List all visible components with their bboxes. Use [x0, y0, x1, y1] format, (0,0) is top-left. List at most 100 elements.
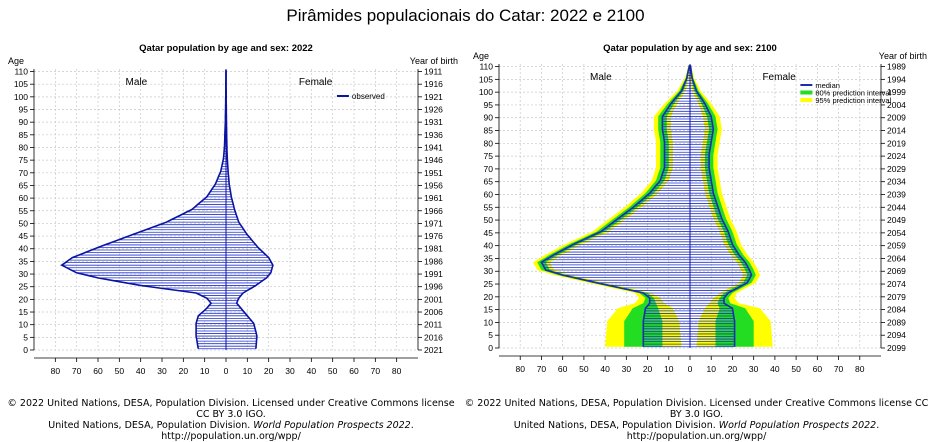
p2100-x-tick-label: 20 — [728, 364, 738, 374]
p2100-age-tick-label: 30 — [484, 266, 494, 276]
p2100-birth-tick-label: 2069 — [887, 266, 906, 276]
credit-2022-line2-pre: United Nations, DESA, Population Divisio… — [48, 420, 254, 431]
p2100-age-tick-label: 25 — [484, 279, 494, 289]
p2022-age-tick-label: 50 — [19, 218, 29, 228]
p2100-x-tick-label: 40 — [770, 364, 780, 374]
p2022-birth-tick-label: 1946 — [424, 155, 443, 165]
p2022-birth-tick-label: 1981 — [424, 244, 443, 254]
credit-2022-line2: United Nations, DESA, Population Divisio… — [0, 420, 462, 442]
p2022-x-tick-label: 50 — [115, 366, 125, 376]
p2022-birth-tick-label: 2011 — [424, 320, 443, 330]
p2100-x-tick-label: 30 — [749, 364, 759, 374]
p2022-birth-tick-label: 2021 — [424, 345, 443, 355]
p2022-birth-tick-label: 1911 — [424, 67, 443, 77]
p2100-birth-axis-label: Year of birth — [879, 51, 927, 61]
p2022-birth-tick-label: 2006 — [424, 307, 443, 317]
p2022-age-tick-label: 70 — [19, 168, 29, 178]
p2022-age-tick-label: 20 — [19, 294, 29, 304]
p2022-x-tick-label: 40 — [307, 366, 317, 376]
credit-2100: © 2022 United Nations, DESA, Population … — [462, 398, 931, 442]
p2022-x-tick-label: 80 — [51, 366, 61, 376]
p2022-birth-tick-label: 1941 — [424, 142, 443, 152]
p2022-age-tick-label: 45 — [19, 231, 29, 241]
p2022-birth-tick-label: 2001 — [424, 294, 443, 304]
p2022-x-tick-label: 70 — [371, 366, 381, 376]
p2100-birth-tick-label: 2004 — [887, 100, 906, 110]
p2022-x-tick-label: 0 — [224, 366, 229, 376]
p2100-age-tick-label: 5 — [488, 330, 493, 340]
p2100-age-tick-label: 20 — [484, 292, 494, 302]
credit-2100-line1: © 2022 United Nations, DESA, Population … — [464, 398, 929, 420]
p2100-x-tick-label: 80 — [855, 364, 865, 374]
p2100-age-tick-label: 70 — [484, 164, 494, 174]
p2022-x-tick-label: 30 — [157, 366, 167, 376]
p2022-age-tick-label: 10 — [19, 320, 29, 330]
p2100-age-tick-label: 60 — [484, 189, 494, 199]
p2100-age-tick-label: 85 — [484, 126, 494, 136]
credit-2022: © 2022 United Nations, DESA, Population … — [0, 398, 462, 442]
p2022-birth-tick-label: 1976 — [424, 231, 443, 241]
p2100-x-tick-label: 20 — [643, 364, 653, 374]
p2022-x-tick-label: 10 — [243, 366, 253, 376]
p2100-birth-tick-label: 2024 — [887, 151, 906, 161]
p2100-x-tick-label: 0 — [688, 364, 693, 374]
p2100-x-tick-label: 80 — [515, 364, 525, 374]
p2100-chart-title: Qatar population by age and sex: 2100 — [603, 43, 777, 54]
p2100-age-tick-label: 65 — [484, 177, 494, 187]
p2100-age-tick-label: 105 — [479, 74, 493, 84]
p2022-birth-tick-label: 1926 — [424, 105, 443, 115]
p2100-birth-tick-label: 2074 — [887, 279, 906, 289]
p2022-birth-tick-label: 1921 — [424, 92, 443, 102]
p2100-age-axis-label: Age — [473, 51, 489, 61]
p2022-age-tick-label: 80 — [19, 142, 29, 152]
p2100-age-tick-label: 75 — [484, 151, 494, 161]
p2100-birth-tick-label: 2034 — [887, 177, 906, 187]
p2100-birth-tick-label: 2079 — [887, 292, 906, 302]
pyramid-2022-panel: Qatar population by age and sex: 2022 Age… — [0, 34, 462, 379]
p2022-age-tick-label: 0 — [23, 345, 28, 355]
credit-2100-line2-italic: World Population Prospects 2022 — [718, 420, 877, 431]
p2100-x-tick-label: 30 — [622, 364, 632, 374]
p2100-birth-tick-label: 1994 — [887, 74, 906, 84]
p2022-age-tick-label: 100 — [14, 92, 28, 102]
p2100-age-tick-label: 35 — [484, 253, 494, 263]
p2022-female-label: Female — [299, 77, 333, 88]
p2100-legend-label: 95% prediction interval — [815, 96, 891, 105]
p2022-age-tick-label: 110 — [14, 67, 28, 77]
p2100-male-label: Male — [590, 72, 612, 83]
p2100-birth-tick-label: 2089 — [887, 317, 906, 327]
p2022-x-tick-label: 60 — [349, 366, 359, 376]
p2022-x-tick-label: 10 — [200, 366, 210, 376]
p2022-x-tick-label: 50 — [328, 366, 338, 376]
p2022-age-tick-label: 105 — [14, 79, 28, 89]
pyramid-2100-chart: Qatar population by age and sex: 2100 Age… — [473, 43, 927, 374]
p2100-birth-tick-label: 1999 — [887, 87, 906, 97]
p2100-legend-label: 80% prediction interval — [815, 89, 891, 98]
p2100-age-tick-label: 90 — [484, 113, 494, 123]
p2022-birth-tick-label: 1931 — [424, 117, 443, 127]
p2022-x-tick-label: 40 — [136, 366, 146, 376]
p2022-legend-label: observed — [352, 92, 385, 101]
p2022-x-tick-label: 20 — [264, 366, 274, 376]
p2022-birth-tick-label: 1986 — [424, 256, 443, 266]
p2100-x-tick-label: 60 — [813, 364, 823, 374]
p2022-age-tick-label: 30 — [19, 269, 29, 279]
p2100-birth-tick-label: 2054 — [887, 228, 906, 238]
credit-2022-line2-italic: World Population Prospects 2022 — [253, 420, 411, 431]
p2100-x-tick-label: 40 — [600, 364, 610, 374]
p2022-age-tick-label: 40 — [19, 244, 29, 254]
p2100-birth-tick-label: 2084 — [887, 305, 906, 315]
p2022-age-tick-label: 15 — [19, 307, 29, 317]
p2022-age-tick-label: 60 — [19, 193, 29, 203]
p2022-birth-tick-label: 1966 — [424, 206, 443, 216]
credit-2100-line2: United Nations, DESA, Population Divisio… — [462, 420, 931, 442]
p2022-male-outline — [60, 70, 227, 349]
p2022-birth-tick-label: 1961 — [424, 193, 443, 203]
p2022-chart-title: Qatar population by age and sex: 2022 — [139, 43, 313, 54]
p2100-birth-tick-label: 1989 — [887, 62, 906, 72]
p2100-female-label: Female — [762, 72, 796, 83]
p2022-x-tick-label: 70 — [72, 366, 82, 376]
p2100-x-tick-label: 50 — [791, 364, 801, 374]
p2100-birth-tick-label: 2049 — [887, 215, 906, 225]
p2100-male-outline — [540, 65, 691, 347]
